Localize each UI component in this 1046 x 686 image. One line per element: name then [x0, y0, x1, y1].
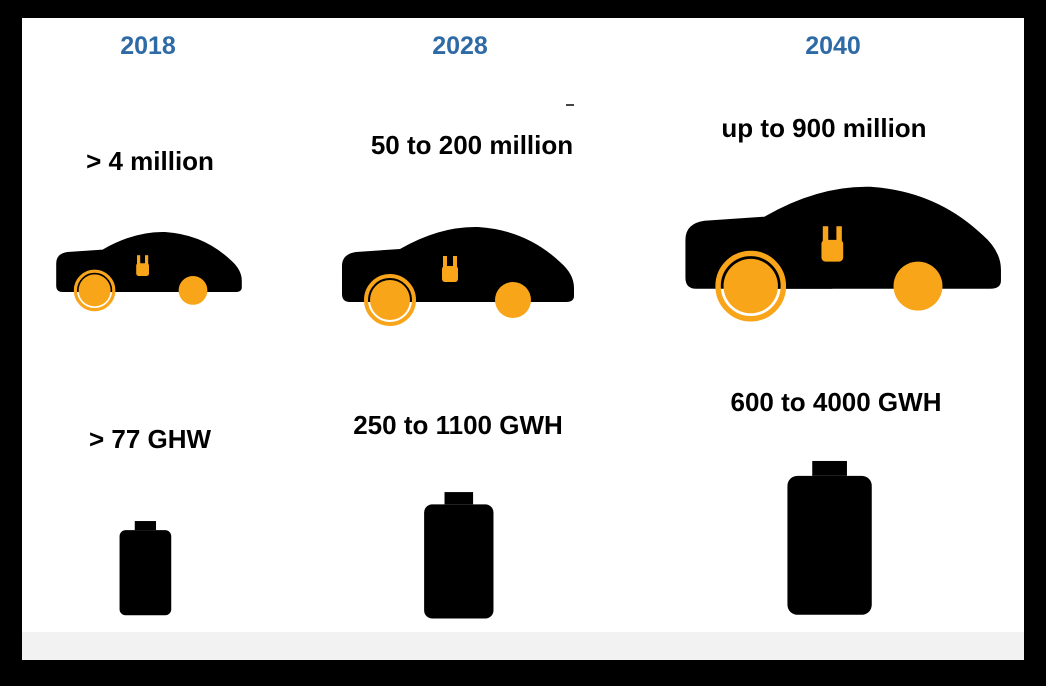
battery-icon: [424, 492, 494, 619]
year: 2018: [120, 32, 176, 60]
battery-capacity: 600 to 4000 GWH: [731, 387, 942, 417]
year: 2040: [805, 32, 861, 60]
battery-icon: [119, 521, 172, 616]
vehicle-count: > 4 million: [86, 146, 214, 176]
footer-band: [22, 632, 1024, 660]
vehicle-count: up to 900 million: [721, 113, 926, 143]
battery-icon: [787, 460, 872, 615]
year: 2028: [432, 32, 488, 60]
battery-capacity: > 77 GHW: [89, 424, 212, 454]
battery-capacity: 250 to 1100 GWH: [353, 410, 563, 440]
vehicle-count: 50 to 200 million: [371, 130, 573, 160]
